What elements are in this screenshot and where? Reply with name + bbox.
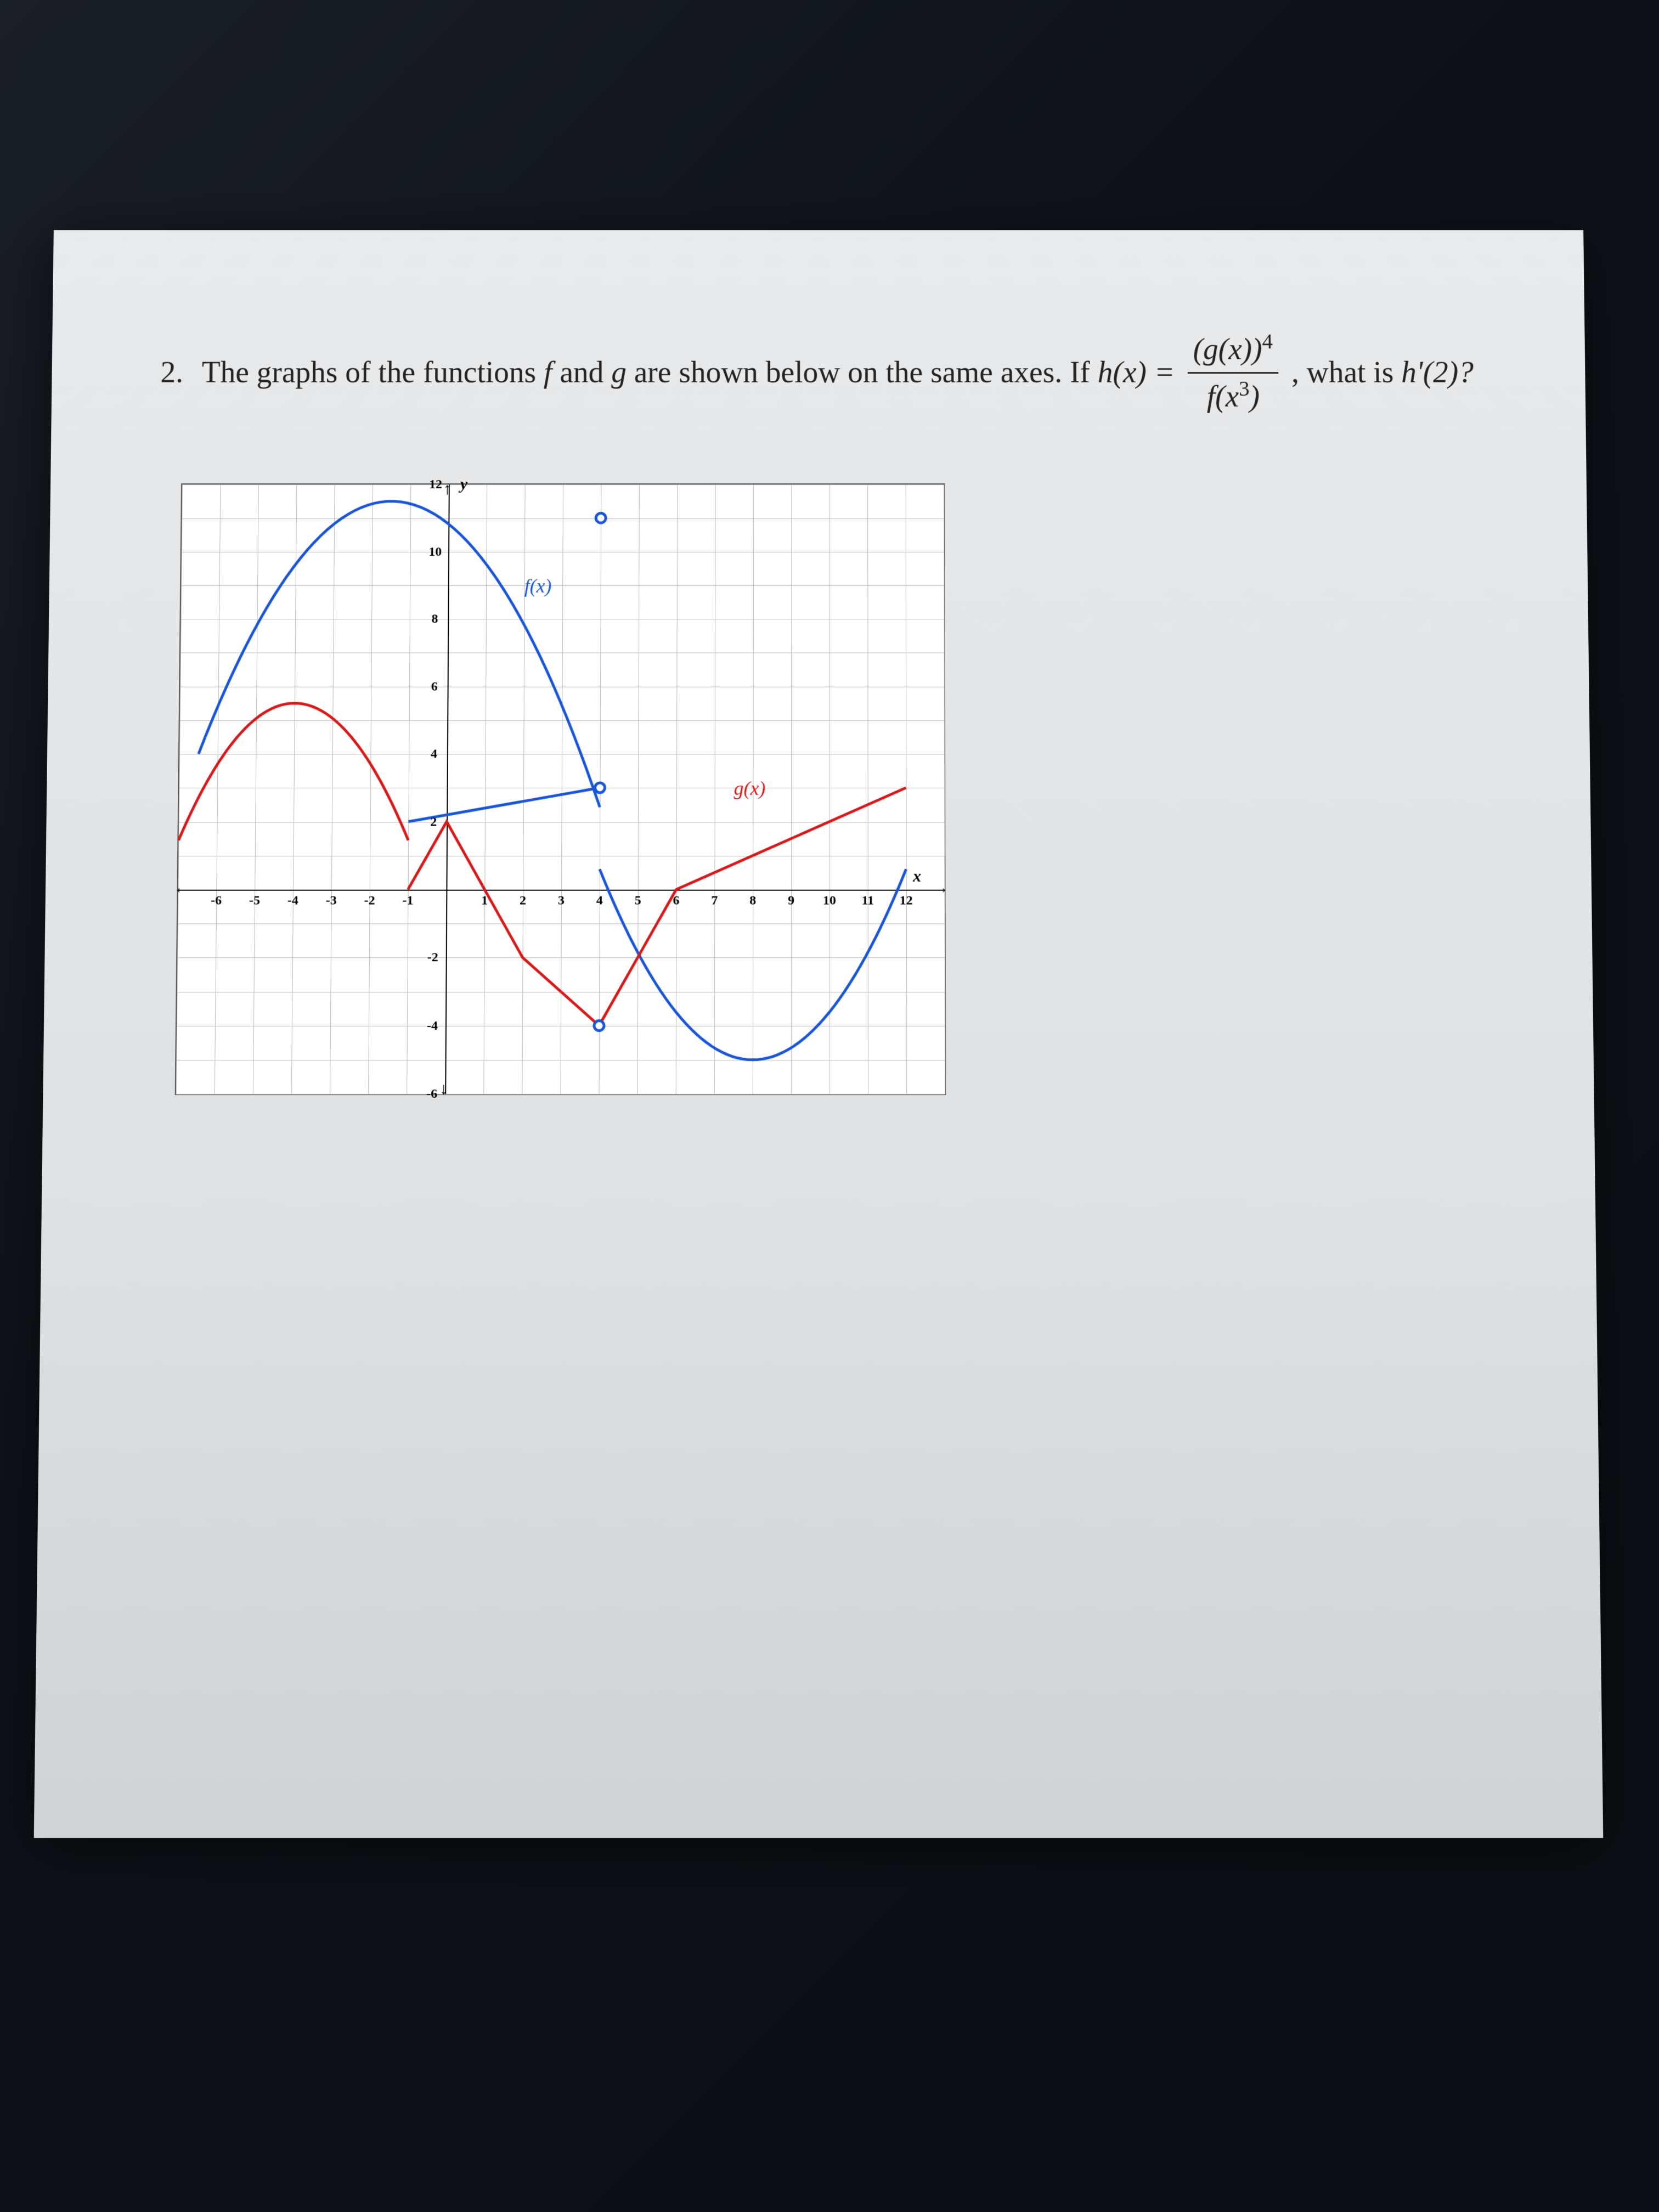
x-tick-label: -2 [364,893,375,908]
curves-svg [176,484,945,1094]
x-axis-label: x [913,867,921,886]
frac-bot-base: f(x [1206,380,1239,413]
y-tick-label: -2 [427,950,438,965]
x-tick-label: 1 [481,893,488,908]
h-equals: h(x) = [1097,350,1175,395]
word-and: and [560,350,603,395]
x-tick-label: 10 [823,893,836,908]
h-prime: h'(2)? [1401,350,1474,395]
y-axis-label: y [460,476,467,494]
frac-top-base: (g(x)) [1193,332,1262,366]
fraction-numerator: (g(x))4 [1187,326,1278,374]
y-tick-label: 4 [431,747,437,761]
y-tick-label: 12 [429,477,442,492]
frac-bot-exp: 3 [1239,377,1250,400]
x-tick-label: 6 [673,893,679,908]
y-tick-label: 2 [430,815,437,830]
x-tick-label: -5 [249,893,260,908]
y-tick-label: 10 [428,544,442,559]
y-tick-label: -6 [426,1087,437,1102]
y-tick-label: 8 [431,612,438,627]
symbol-g: g [611,350,627,395]
frac-top-exp: 4 [1262,330,1273,353]
x-tick-label: -6 [211,893,222,908]
x-tick-label: 7 [711,893,718,908]
x-tick-label: 2 [520,893,526,908]
x-tick-label: -4 [287,893,298,908]
x-tick-label: 8 [749,893,756,908]
question-part-after: , what is [1291,350,1394,395]
f-label: f(x) [524,574,552,597]
x-tick-label: 11 [861,893,874,908]
g-label: g(x) [734,777,766,800]
symbol-f: f [544,350,552,395]
chart-grid: -6-5-4-3-2-1123456789101112-6-4-22468101… [176,484,945,1094]
question-part-mid: are shown below on the same axes. If [634,350,1090,395]
y-tick-label: -4 [427,1018,438,1033]
frac-bot-close: ) [1249,380,1260,413]
question-number: 2. [160,350,183,395]
x-tick-label: 12 [900,893,913,908]
x-tick-label: 3 [558,893,565,908]
paper-page: 2. The graphs of the functions f and g a… [34,230,1604,1838]
fraction-denominator: f(x3) [1201,374,1266,419]
x-tick-label: 9 [788,893,794,908]
x-tick-label: 5 [635,893,641,908]
question-text: 2. The graphs of the functions f and g a… [160,326,1477,419]
x-tick-label: -3 [326,893,337,908]
y-tick-label: 6 [431,679,438,694]
x-tick-label: -1 [402,893,413,908]
question-part-intro: The graphs of the functions [201,350,536,395]
photo-background: 2. The graphs of the functions f and g a… [0,0,1659,2212]
fraction: (g(x))4 f(x3) [1187,326,1278,419]
x-tick-label: 4 [596,893,603,908]
chart-box: -6-5-4-3-2-1123456789101112-6-4-22468101… [175,483,946,1095]
